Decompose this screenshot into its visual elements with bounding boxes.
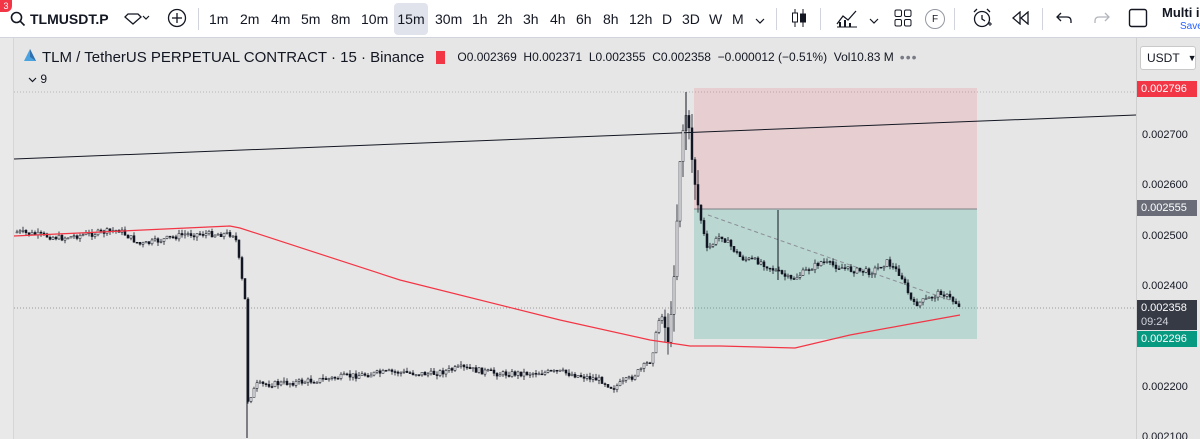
tf-3D[interactable]: 3D (682, 11, 700, 27)
low-value: 0.002355 (595, 50, 646, 64)
timeframe-dropdown[interactable] (752, 0, 768, 38)
tf-12h[interactable]: 12h (629, 11, 653, 27)
chevron-down-icon (28, 72, 40, 86)
indicator-count: 9 (40, 72, 48, 86)
candles-icon (790, 8, 808, 31)
last-price-label: 0.002358 09:24 (1137, 300, 1197, 330)
diamond-icon (123, 11, 151, 28)
indicators-dropdown[interactable] (866, 0, 882, 38)
redo-icon (1093, 11, 1111, 28)
currency-select[interactable]: USDT ▼ (1140, 46, 1197, 70)
bar-countdown: 09:24 (1141, 316, 1169, 328)
undo-icon (1055, 11, 1073, 28)
tf-8h[interactable]: 8h (603, 11, 619, 27)
chevron-down-icon (755, 11, 765, 27)
fundamentals-button[interactable]: F (924, 0, 946, 38)
square-icon (1128, 8, 1148, 31)
fundamentals-badge: F (925, 9, 945, 29)
chart-title: TLM / TetherUS PERPETUAL CONTRACT · 15 ·… (42, 48, 425, 66)
tf-10m[interactable]: 10m (361, 11, 389, 27)
tf-D[interactable]: D (662, 11, 673, 27)
tf-4m[interactable]: 4m (271, 11, 291, 27)
alarm-clock-icon (971, 7, 993, 32)
tf-2m[interactable]: 2m (240, 11, 260, 27)
tf-1m[interactable]: 1m (209, 11, 229, 27)
y-tick: 0.002600 (1142, 179, 1188, 191)
tf-W[interactable]: W (709, 11, 723, 27)
tf-M[interactable]: M (732, 11, 744, 27)
symbol-name: TLMUSDT.P (30, 11, 109, 27)
search-icon (10, 11, 26, 27)
layout-button[interactable] (890, 0, 916, 38)
grid-icon (894, 9, 912, 30)
close-value: 0.002358 (660, 50, 711, 64)
high-value: 0.002371 (532, 50, 583, 64)
tf-30m[interactable]: 30m (435, 11, 463, 27)
save-label[interactable]: Save (1180, 21, 1200, 32)
y-tick: 0.002200 (1142, 381, 1188, 393)
toolbar-separator (776, 8, 777, 30)
open-value: 0.002369 (466, 50, 517, 64)
layout-toggle-button[interactable] (1124, 0, 1152, 38)
toolbar-separator (820, 8, 821, 30)
watchlist-diamond-button[interactable] (118, 0, 156, 38)
change-value: −0.000012 (−0.51%) (717, 50, 828, 64)
indicator-toggle[interactable]: 9 (28, 72, 47, 86)
chart-type-button[interactable] (786, 0, 812, 38)
entry-price-label: 0.002555 (1137, 200, 1197, 216)
tf-5m[interactable]: 5m (301, 11, 321, 27)
symbol-logo-icon (22, 47, 38, 68)
plus-circle-icon (167, 8, 187, 31)
y-tick: 0.002700 (1142, 129, 1188, 141)
chart-pane[interactable] (14, 38, 1136, 439)
ohlc-values: O0.002369 H0.002371 L0.002355 C0.002358 … (457, 50, 894, 64)
left-drawing-strip (0, 38, 14, 439)
symbol-search[interactable]: TLMUSDT.P (10, 6, 122, 32)
chevron-down-icon: ▼ (1187, 53, 1197, 63)
rewind-icon (1011, 10, 1029, 28)
alert-button[interactable] (968, 0, 996, 38)
tf-4h[interactable]: 4h (550, 11, 566, 27)
tf-2h[interactable]: 2h (497, 11, 513, 27)
indicators-icon (835, 8, 859, 31)
toolbar-separator (954, 8, 955, 30)
last-price-value: 0.002358 (1141, 302, 1187, 314)
top-toolbar: 3 TLMUSDT.P 1m 2m 4m 5m 8m 10m 15m 30m 1… (0, 0, 1200, 38)
toolbar-separator (1042, 8, 1043, 30)
target-price-label: 0.002296 (1137, 331, 1197, 347)
multi-layout-label[interactable]: Multi i (1162, 5, 1200, 20)
toolbar-separator (198, 8, 199, 30)
y-tick: 0.002400 (1142, 280, 1188, 292)
undo-button[interactable] (1050, 0, 1078, 38)
replay-button[interactable] (1006, 0, 1034, 38)
price-axis[interactable] (1136, 38, 1200, 439)
y-tick: 0.002500 (1142, 230, 1188, 242)
tf-15m[interactable]: 15m (394, 3, 428, 35)
compare-add-button[interactable] (164, 0, 190, 38)
notification-badge[interactable]: 3 (0, 0, 12, 12)
tf-3h[interactable]: 3h (523, 11, 539, 27)
indicators-button[interactable] (830, 0, 864, 38)
tf-8m[interactable]: 8m (331, 11, 351, 27)
flag-icon[interactable] (436, 50, 446, 64)
chevron-down-icon (869, 11, 879, 27)
stop-price-label: 0.002796 (1137, 81, 1197, 97)
y-tick: 0.002100 (1142, 431, 1188, 439)
chart-legend: TLM / TetherUS PERPETUAL CONTRACT · 15 ·… (22, 47, 918, 67)
tf-6h[interactable]: 6h (576, 11, 592, 27)
tf-1h[interactable]: 1h (472, 11, 488, 27)
more-dots-icon[interactable]: ••• (899, 49, 918, 65)
currency-label: USDT (1147, 51, 1180, 65)
redo-button[interactable] (1088, 0, 1116, 38)
volume-value: 10.83 M (850, 50, 894, 64)
